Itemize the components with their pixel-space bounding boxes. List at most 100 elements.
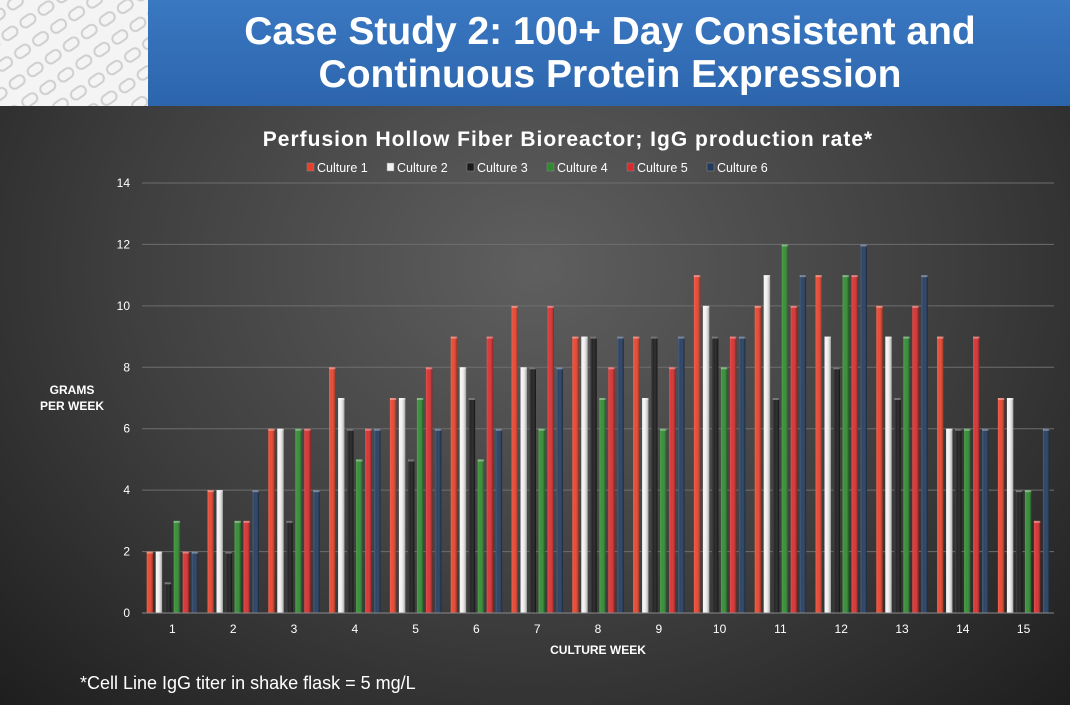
bar-shading — [833, 367, 840, 613]
bar-shading — [207, 490, 214, 613]
bar — [599, 398, 606, 613]
bar-shading — [389, 398, 397, 613]
legend-item: Culture 4 — [546, 161, 608, 175]
bar-top-highlight — [407, 459, 415, 462]
chart-gridlines — [142, 182, 1054, 614]
bar-top-highlight — [763, 275, 771, 278]
bar-top-highlight — [286, 520, 293, 523]
bar — [903, 336, 910, 613]
bar-top-highlight — [146, 551, 154, 554]
bar-top-highlight — [964, 428, 971, 431]
bar-top-highlight — [164, 582, 172, 585]
bar-shading — [790, 305, 798, 613]
bar-shading — [520, 367, 527, 613]
bar — [338, 398, 345, 613]
bar-shading — [365, 428, 372, 613]
bar — [763, 275, 771, 613]
bar — [182, 551, 190, 613]
bar-shading — [885, 336, 892, 613]
bar — [356, 459, 363, 613]
bar — [660, 428, 667, 613]
bar-top-highlight — [225, 551, 232, 554]
bar — [164, 582, 172, 613]
bar-shading — [216, 490, 223, 613]
bar-shading — [374, 428, 381, 613]
bar-top-highlight — [277, 428, 284, 431]
bar — [234, 520, 241, 613]
bar-top-highlight — [477, 459, 485, 462]
bar-shading — [729, 336, 737, 613]
bar-top-highlight — [416, 398, 424, 400]
bar — [790, 305, 798, 613]
bar — [477, 459, 485, 613]
bar-shading — [164, 582, 172, 613]
bar-shading — [781, 244, 789, 613]
bar-shading — [1033, 520, 1041, 613]
x-tick-label: 2 — [230, 622, 237, 636]
legend-swatch — [626, 162, 635, 172]
bar-top-highlight — [772, 398, 780, 400]
bar — [885, 336, 892, 613]
bar-shading — [182, 551, 190, 613]
bar — [842, 275, 849, 613]
bar-top-highlight — [459, 367, 467, 370]
bar-shading — [468, 398, 476, 613]
bar-top-highlight — [599, 398, 606, 400]
bar-shading — [155, 551, 163, 613]
bar — [365, 428, 372, 613]
bar-shading — [313, 490, 320, 613]
bar — [738, 336, 746, 613]
bar-shading — [1042, 428, 1050, 613]
bar — [268, 428, 275, 613]
bar — [678, 336, 685, 613]
x-tick-label: 10 — [713, 622, 727, 636]
y-tick-label: 6 — [123, 422, 130, 436]
bar-top-highlight — [191, 551, 199, 554]
bar — [937, 336, 944, 613]
bar-top-highlight — [155, 551, 163, 554]
bar — [973, 336, 980, 613]
bar-shading — [997, 398, 1005, 613]
slide-title-line-1: Case Study 2: 100+ Day Consistent and — [244, 10, 976, 53]
legend-item: Culture 2 — [386, 161, 448, 175]
bar-shading — [946, 428, 953, 613]
bar-shading — [572, 336, 579, 613]
bar — [425, 367, 433, 613]
bar-shading — [486, 336, 494, 613]
bar-top-highlight — [389, 398, 397, 400]
bar-shading — [894, 398, 901, 613]
bar-shading — [295, 428, 302, 613]
bar-top-highlight — [799, 275, 807, 278]
bar — [313, 490, 320, 613]
bar-shading — [617, 336, 624, 613]
bar — [191, 551, 199, 613]
bar-top-highlight — [651, 336, 658, 339]
legend-item: Culture 1 — [306, 161, 368, 175]
bar-top-highlight — [304, 428, 311, 431]
bar-shading — [815, 275, 822, 613]
bar-top-highlight — [781, 244, 789, 247]
bar — [277, 428, 284, 613]
bar-shading — [286, 520, 293, 613]
legend-item: Culture 3 — [466, 161, 528, 175]
bar-top-highlight — [450, 336, 458, 339]
x-tick-label: 5 — [412, 622, 419, 636]
bar — [608, 367, 615, 613]
bar — [295, 428, 302, 613]
bar-shading — [450, 336, 458, 613]
bar-top-highlight — [903, 336, 910, 339]
bar-top-highlight — [365, 428, 372, 431]
bar — [511, 305, 518, 613]
bar — [833, 367, 840, 613]
bar — [173, 520, 181, 613]
bar-shading — [268, 428, 275, 613]
bar — [329, 367, 336, 613]
bar-top-highlight — [511, 305, 518, 308]
bar-shading — [851, 275, 858, 613]
x-tick-label: 7 — [534, 622, 541, 636]
bar — [374, 428, 381, 613]
bar-top-highlight — [824, 336, 831, 339]
bar-top-highlight — [894, 398, 901, 400]
bar-top-highlight — [921, 275, 928, 278]
bar-shading — [964, 428, 971, 613]
